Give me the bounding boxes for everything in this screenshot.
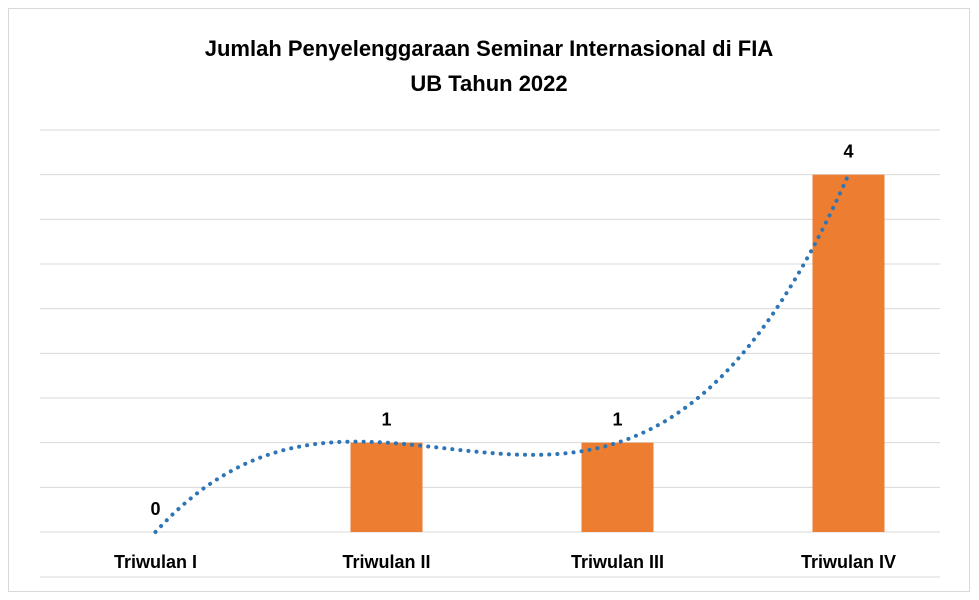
trendline: [153, 172, 851, 534]
chart-border: [8, 8, 970, 592]
bar: [350, 442, 423, 532]
x-tick-label: Triwulan III: [571, 552, 664, 572]
data-label: 0: [150, 499, 160, 519]
data-label: 4: [843, 141, 853, 161]
x-tick-label: Triwulan I: [114, 552, 197, 572]
bar: [581, 442, 654, 532]
x-tick-label: Triwulan II: [342, 552, 430, 572]
bar: [812, 174, 885, 532]
x-tick-label: Triwulan IV: [801, 552, 896, 572]
chart-title: UB Tahun 2022: [410, 71, 567, 96]
data-label: 1: [612, 409, 622, 429]
chart-title: Jumlah Penyelenggaraan Seminar Internasi…: [205, 36, 774, 61]
data-label: 1: [381, 409, 391, 429]
